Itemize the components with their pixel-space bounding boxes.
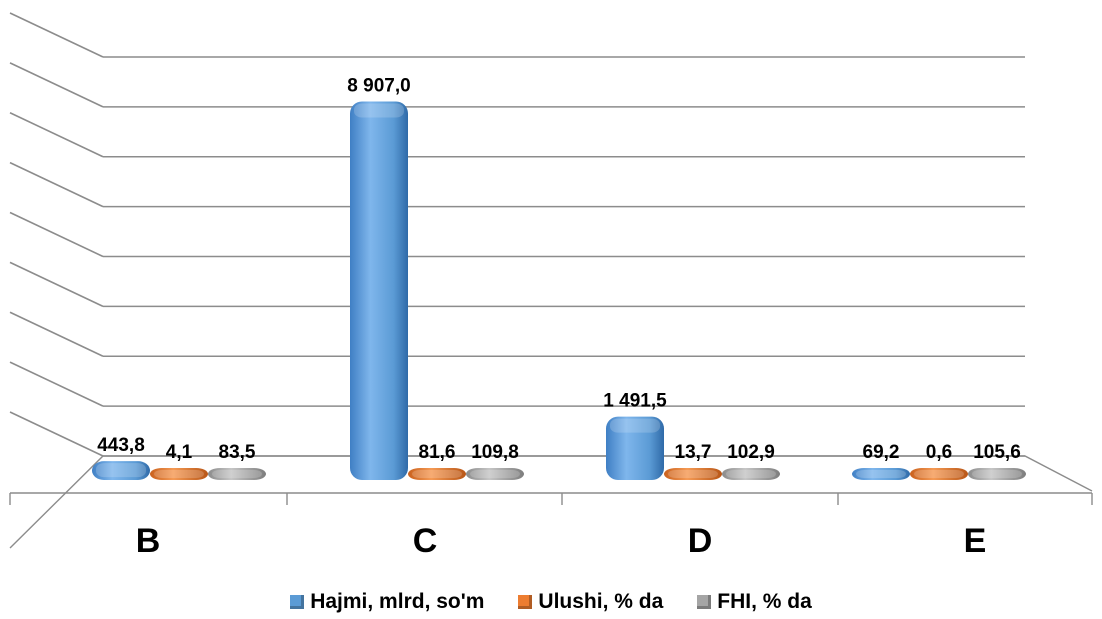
legend-item-1: Ulushi, % da <box>518 590 663 614</box>
bar-D-2 <box>722 468 780 480</box>
bar-body <box>606 416 664 480</box>
bar-series <box>92 101 1026 480</box>
legend-label: Ulushi, % da <box>538 590 664 613</box>
gridline-side <box>9 161 104 208</box>
bar-highlight <box>856 470 906 478</box>
bar-body <box>350 101 408 480</box>
bar-highlight <box>412 470 462 478</box>
bar-E-0 <box>852 468 910 480</box>
category-axis: B C D E <box>136 522 987 560</box>
gridline-side <box>9 311 104 357</box>
category-label-C: C <box>413 522 438 560</box>
category-label-B: B <box>136 522 161 560</box>
bar-body <box>910 468 968 480</box>
data-label: 109,8 <box>471 442 519 463</box>
bar-E-2 <box>968 468 1026 480</box>
gridline-side <box>9 62 104 108</box>
data-label: 1 491,5 <box>603 391 667 412</box>
data-label: 105,6 <box>973 442 1021 463</box>
gridline-side <box>9 361 104 407</box>
bar-highlight <box>610 418 660 433</box>
bar-C-0 <box>350 101 408 480</box>
bar-C-1 <box>408 468 466 480</box>
bar-highlight <box>154 470 204 478</box>
category-label-E: E <box>964 522 987 560</box>
legend-item-2: FHI, % da <box>697 590 812 614</box>
bar-B-2 <box>208 468 266 480</box>
gridline-side <box>9 411 104 457</box>
gridline-side <box>9 211 104 258</box>
legend-swatch <box>697 595 712 609</box>
bar-B-0 <box>92 461 150 480</box>
bar-highlight <box>96 463 146 478</box>
legend-label: Hajmi, mlrd, so'm <box>310 590 485 613</box>
legend-swatch <box>290 595 305 609</box>
legend: Hajmi, mlrd, so'm Ulushi, % da FHI, % da <box>0 590 1102 614</box>
floor-outline <box>9 455 1093 549</box>
data-label: 69,2 <box>863 442 900 463</box>
bar-body <box>852 468 910 480</box>
bar-body <box>968 468 1026 480</box>
bar-D-0 <box>606 416 664 480</box>
bar-B-1 <box>150 468 208 480</box>
bar-body <box>722 468 780 480</box>
bar-E-1 <box>910 468 968 480</box>
legend-label: FHI, % da <box>717 590 812 613</box>
bar-body <box>150 468 208 480</box>
bar-body <box>466 468 524 480</box>
bar-highlight <box>726 470 776 478</box>
bar-C-2 <box>466 468 524 480</box>
data-label: 8 907,0 <box>347 75 410 96</box>
bar-D-1 <box>664 468 722 480</box>
gridlines <box>9 12 1025 457</box>
chart-floor <box>9 455 1093 549</box>
data-label: 443,8 <box>97 435 145 456</box>
data-label: 81,6 <box>419 442 456 463</box>
bar-highlight <box>354 103 404 118</box>
data-label: 83,5 <box>219 442 256 463</box>
data-label: 13,7 <box>675 442 712 463</box>
category-label-D: D <box>688 522 713 560</box>
bar-highlight <box>668 470 718 478</box>
bar-highlight <box>972 470 1022 478</box>
data-label: 102,9 <box>727 442 775 463</box>
bar-highlight <box>914 470 964 478</box>
data-labels: 443,8 8 907,0 1 491,5 69,2 4,1 81,6 13,7 0,6 83,… <box>97 75 1021 463</box>
bar-body <box>208 468 266 480</box>
bar-highlight <box>470 470 520 478</box>
bar-body <box>408 468 466 480</box>
bar-body <box>92 461 150 480</box>
bar-highlight <box>212 470 262 478</box>
gridline-side <box>9 12 104 58</box>
legend-swatch <box>518 595 533 609</box>
data-label: 4,1 <box>166 442 193 463</box>
data-label: 0,6 <box>926 442 952 463</box>
gridline-side <box>9 261 104 308</box>
legend-item-0: Hajmi, mlrd, so'm <box>290 590 484 614</box>
bar-body <box>664 468 722 480</box>
gridline-side <box>9 112 104 158</box>
